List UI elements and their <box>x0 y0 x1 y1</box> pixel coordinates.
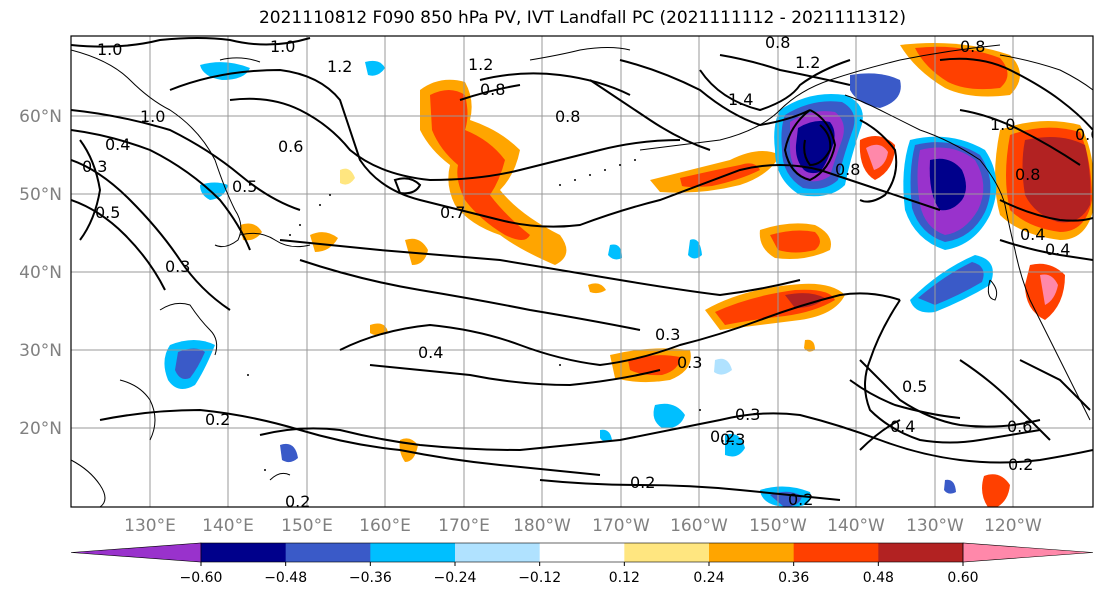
colorbar-tick-label: −0.24 <box>434 570 477 586</box>
map-content: 1.0 1.0 1.2 1.2 0.8 0.8 0.8 0.8 1.2 1.4 … <box>71 33 1100 511</box>
colorbar-segment <box>370 543 456 562</box>
island-chain <box>247 159 701 471</box>
contour-label: 1.2 <box>468 55 493 74</box>
lon-label: 140°W <box>827 516 885 536</box>
contour-label: 0.3 <box>735 405 760 424</box>
contour-label: 0.5 <box>902 377 927 396</box>
lon-label: 130°E <box>124 516 176 536</box>
lat-label: 20°N <box>19 419 62 439</box>
contour-labels: 1.0 1.0 1.2 1.2 0.8 0.8 0.8 0.8 1.2 1.4 … <box>82 33 1100 511</box>
contour-label: 0.3 <box>677 353 702 372</box>
contour-label: 0.2 <box>1008 455 1033 474</box>
contour-label: 1.0 <box>97 40 122 59</box>
colorbar-segment <box>878 543 964 562</box>
colorbar-segment <box>793 543 879 562</box>
lat-label: 50°N <box>19 185 62 205</box>
contour-label: 0.4 <box>1045 240 1070 259</box>
lon-label: 160°E <box>359 516 411 536</box>
contour-label: 0.8 <box>480 80 505 99</box>
coastlines <box>71 44 1093 507</box>
contour-label: 0.6 <box>1075 125 1100 144</box>
colorbar-segment <box>455 543 541 562</box>
contour-label: 0.2 <box>285 492 310 511</box>
negative-anomaly-shading <box>164 60 997 507</box>
contour-label: 0.4 <box>418 343 443 362</box>
colorbar-tick-label: −0.12 <box>518 570 561 586</box>
lat-label: 40°N <box>19 263 62 283</box>
contour-label: 0.6 <box>1007 417 1032 436</box>
colorbar-segment <box>624 543 710 562</box>
lat-label: 60°N <box>19 107 62 127</box>
colorbar-tick-label: 0.48 <box>863 570 894 586</box>
map-border <box>70 35 1094 508</box>
contour-label: 1.2 <box>795 53 820 72</box>
contour-label: 1.4 <box>728 90 753 109</box>
contour-label: 0.2 <box>710 427 735 446</box>
lon-label: 130°W <box>906 516 964 536</box>
contour-label: 1.0 <box>140 107 165 126</box>
latitude-labels: 60°N 50°N 40°N 30°N 20°N <box>19 107 62 439</box>
colorbar-tick-label: 0.36 <box>778 570 809 586</box>
positive-anomaly-shading <box>240 42 1093 507</box>
contour-label: 0.3 <box>720 430 745 449</box>
lat-label: 30°N <box>19 341 62 361</box>
lon-label: 140°E <box>202 516 254 536</box>
contour-label: 0.2 <box>788 490 813 509</box>
colorbar-extension-high <box>962 542 1094 563</box>
contour-label: 0.8 <box>835 160 860 179</box>
contour-label: 0.3 <box>82 157 107 176</box>
contour-label: 1.0 <box>270 37 295 56</box>
longitude-labels: 130°E 140°E 150°E 160°E 170°E 180°W 170°… <box>124 516 1042 536</box>
lon-label: 180°W <box>513 516 571 536</box>
contour-label: 0.8 <box>960 37 985 56</box>
lon-label: 150°E <box>281 516 333 536</box>
contour-label: 0.6 <box>278 137 303 156</box>
lon-label: 120°W <box>984 516 1042 536</box>
colorbar-tick-label: 0.24 <box>693 570 724 586</box>
contour-label: 0.3 <box>655 325 680 344</box>
colorbar-segment <box>201 543 287 562</box>
contour-label: 0.8 <box>1015 165 1040 184</box>
lon-label: 150°W <box>749 516 807 536</box>
colorbar-tick-label: −0.48 <box>264 570 307 586</box>
contour-label: 0.4 <box>105 135 130 154</box>
colorbar-segment <box>285 543 371 562</box>
contour-label: 0.4 <box>1020 225 1045 244</box>
lon-label: 170°W <box>592 516 650 536</box>
colorbar-extension-low <box>70 542 202 563</box>
colorbar-segment <box>709 543 795 562</box>
contour-label: 0.5 <box>95 203 120 222</box>
pv-contours <box>71 37 1093 501</box>
contour-label: 0.2 <box>205 410 230 429</box>
contour-label: 0.3 <box>165 257 190 276</box>
contour-label: 1.0 <box>990 115 1015 134</box>
colorbar-segment <box>539 543 625 562</box>
contour-label: 0.2 <box>630 473 655 492</box>
lon-label: 160°W <box>670 516 728 536</box>
contour-label: 0.4 <box>890 417 915 436</box>
colorbar-tick-label: −0.36 <box>349 570 392 586</box>
contour-label: 1.2 <box>327 57 352 76</box>
colorbar-frame <box>200 542 964 563</box>
colorbar-tick-label: 0.12 <box>609 570 640 586</box>
colorbar-tick-label: −0.60 <box>180 570 223 586</box>
lon-label: 170°E <box>438 516 490 536</box>
colorbar-tick-label: 0.60 <box>947 570 978 586</box>
contour-label: 0.8 <box>765 33 790 52</box>
map-title: 2021110812 F090 850 hPa PV, IVT Landfall… <box>258 8 906 28</box>
contour-label: 0.7 <box>440 203 465 222</box>
contour-label: 0.8 <box>555 107 580 126</box>
gridlines <box>71 36 1093 507</box>
colorbar: −0.60 −0.48 −0.36 −0.24 −0.12 0.12 0.24 0.36 0.4… <box>70 542 1094 586</box>
contour-label: 0.5 <box>232 177 257 196</box>
